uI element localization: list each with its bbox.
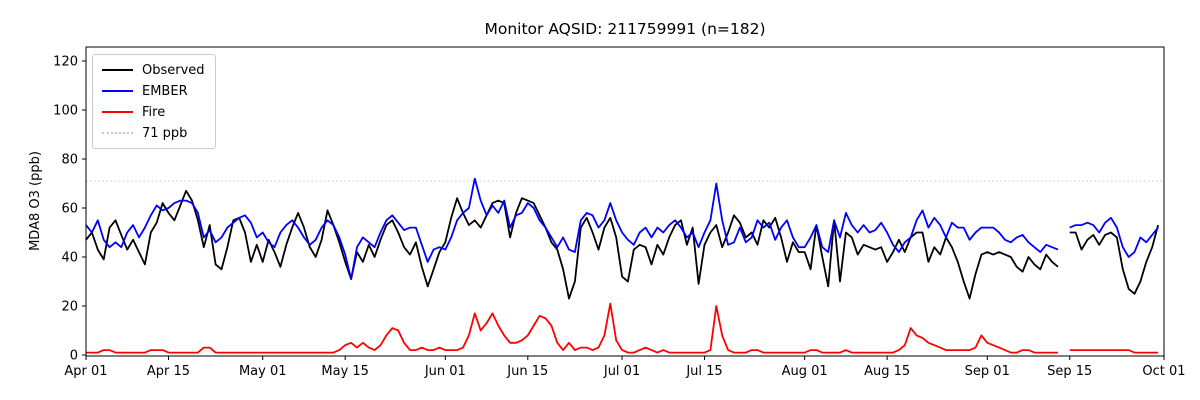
y-tick-label: 100 [53, 104, 78, 119]
x-tick-label: Sep 15 [1047, 364, 1092, 379]
x-tick-label: Aug 01 [782, 364, 828, 379]
y-tick-label: 80 [61, 153, 78, 168]
legend-item-ember: EMBER [102, 83, 205, 99]
legend-label-fire: Fire [142, 104, 166, 120]
legend-line-fire [102, 111, 133, 113]
legend-label-observed: Observed [142, 62, 205, 78]
legend-item-observed: Observed [102, 62, 205, 78]
legend-label-71-ppb: 71 ppb [142, 125, 188, 141]
axes-frame [85, 46, 1165, 357]
legend-label-ember: EMBER [142, 83, 188, 99]
fire-line [1069, 349, 1159, 354]
observed-line [1069, 224, 1159, 295]
ember-line [1069, 216, 1159, 258]
y-tick-label: 0 [70, 349, 78, 364]
x-tick-label: Jul 01 [603, 364, 640, 379]
legend-line-ember [102, 90, 133, 92]
legend-line-observed [102, 69, 133, 71]
x-tick-label: Apr 15 [147, 364, 190, 379]
legend: Observed EMBER Fire 71 ppb [92, 54, 216, 149]
x-tick-label: Sep 01 [965, 364, 1010, 379]
x-tick-label: Oct 01 [1142, 364, 1185, 379]
fire-line [86, 302, 1058, 354]
x-tick-label: May 15 [321, 364, 369, 379]
legend-item-71-ppb: 71 ppb [102, 125, 205, 141]
x-tick-label: Jun 01 [424, 364, 466, 379]
x-tick-label: Jul 15 [685, 364, 722, 379]
plot-area: Apr 01 Apr 15 May 01 May 15 Jun 01 Jun 15 Jul … [53, 46, 1186, 379]
legend-item-fire: Fire [102, 104, 205, 120]
y-tick-label: 20 [61, 300, 78, 315]
y-tick-label: 120 [53, 55, 78, 70]
ember-line [85, 177, 1059, 281]
chart-title: Monitor AQSID: 211759991 (n=182) [484, 20, 765, 38]
y-axis-label: MDA8 O3 (ppb) [28, 151, 43, 251]
y-tick-label: 40 [61, 251, 78, 266]
x-tick-label: May 01 [239, 364, 287, 379]
x-tick-label: Jun 15 [506, 364, 548, 379]
x-tick-label: Apr 01 [64, 364, 107, 379]
y-tick-label: 60 [61, 202, 78, 217]
legend-line-71-ppb [102, 132, 133, 134]
observed-line [85, 189, 1059, 300]
x-tick-label: Aug 15 [864, 364, 910, 379]
